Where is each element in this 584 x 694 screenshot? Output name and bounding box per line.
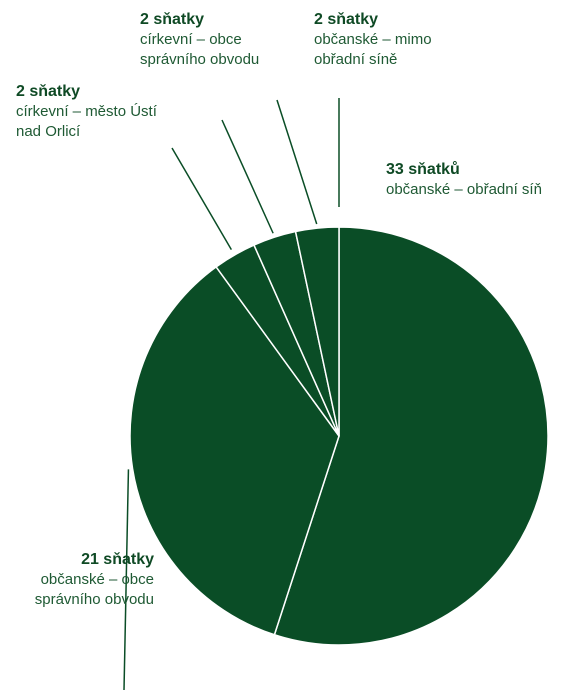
label-slice-0: 33 sňatků občanské – obřadní síň [386, 160, 584, 200]
label-slice-1: 21 sňatky občanské – obce správního obvo… [0, 550, 154, 610]
label-slice-2: 2 sňatky církevní – město Ústí nad Orlic… [16, 82, 166, 142]
slice-4-desc: občanské – mimo obřadní síně [314, 30, 484, 70]
leader-line-4 [277, 100, 317, 224]
label-slice-3: 2 sňatky církevní – obce správního obvod… [140, 10, 300, 70]
slice-1-desc: občanské – obce správního obvodu [0, 570, 154, 610]
slice-4-value-label: 2 sňatky [314, 10, 484, 30]
slice-0-value-label: 33 sňatků [386, 160, 584, 180]
leader-line-2 [172, 148, 231, 250]
label-slice-4: 2 sňatky občanské – mimo obřadní síně [314, 10, 484, 70]
slice-1-value-label: 21 sňatky [0, 550, 154, 570]
pie-slices [130, 227, 548, 645]
slice-3-desc: církevní – obce správního obvodu [140, 30, 300, 70]
leader-line-3 [222, 120, 273, 233]
slice-2-value-label: 2 sňatky [16, 82, 166, 102]
slice-2-desc: církevní – město Ústí nad Orlicí [16, 102, 166, 142]
slice-0-desc: občanské – obřadní síň [386, 180, 584, 200]
slice-3-value-label: 2 sňatky [140, 10, 300, 30]
